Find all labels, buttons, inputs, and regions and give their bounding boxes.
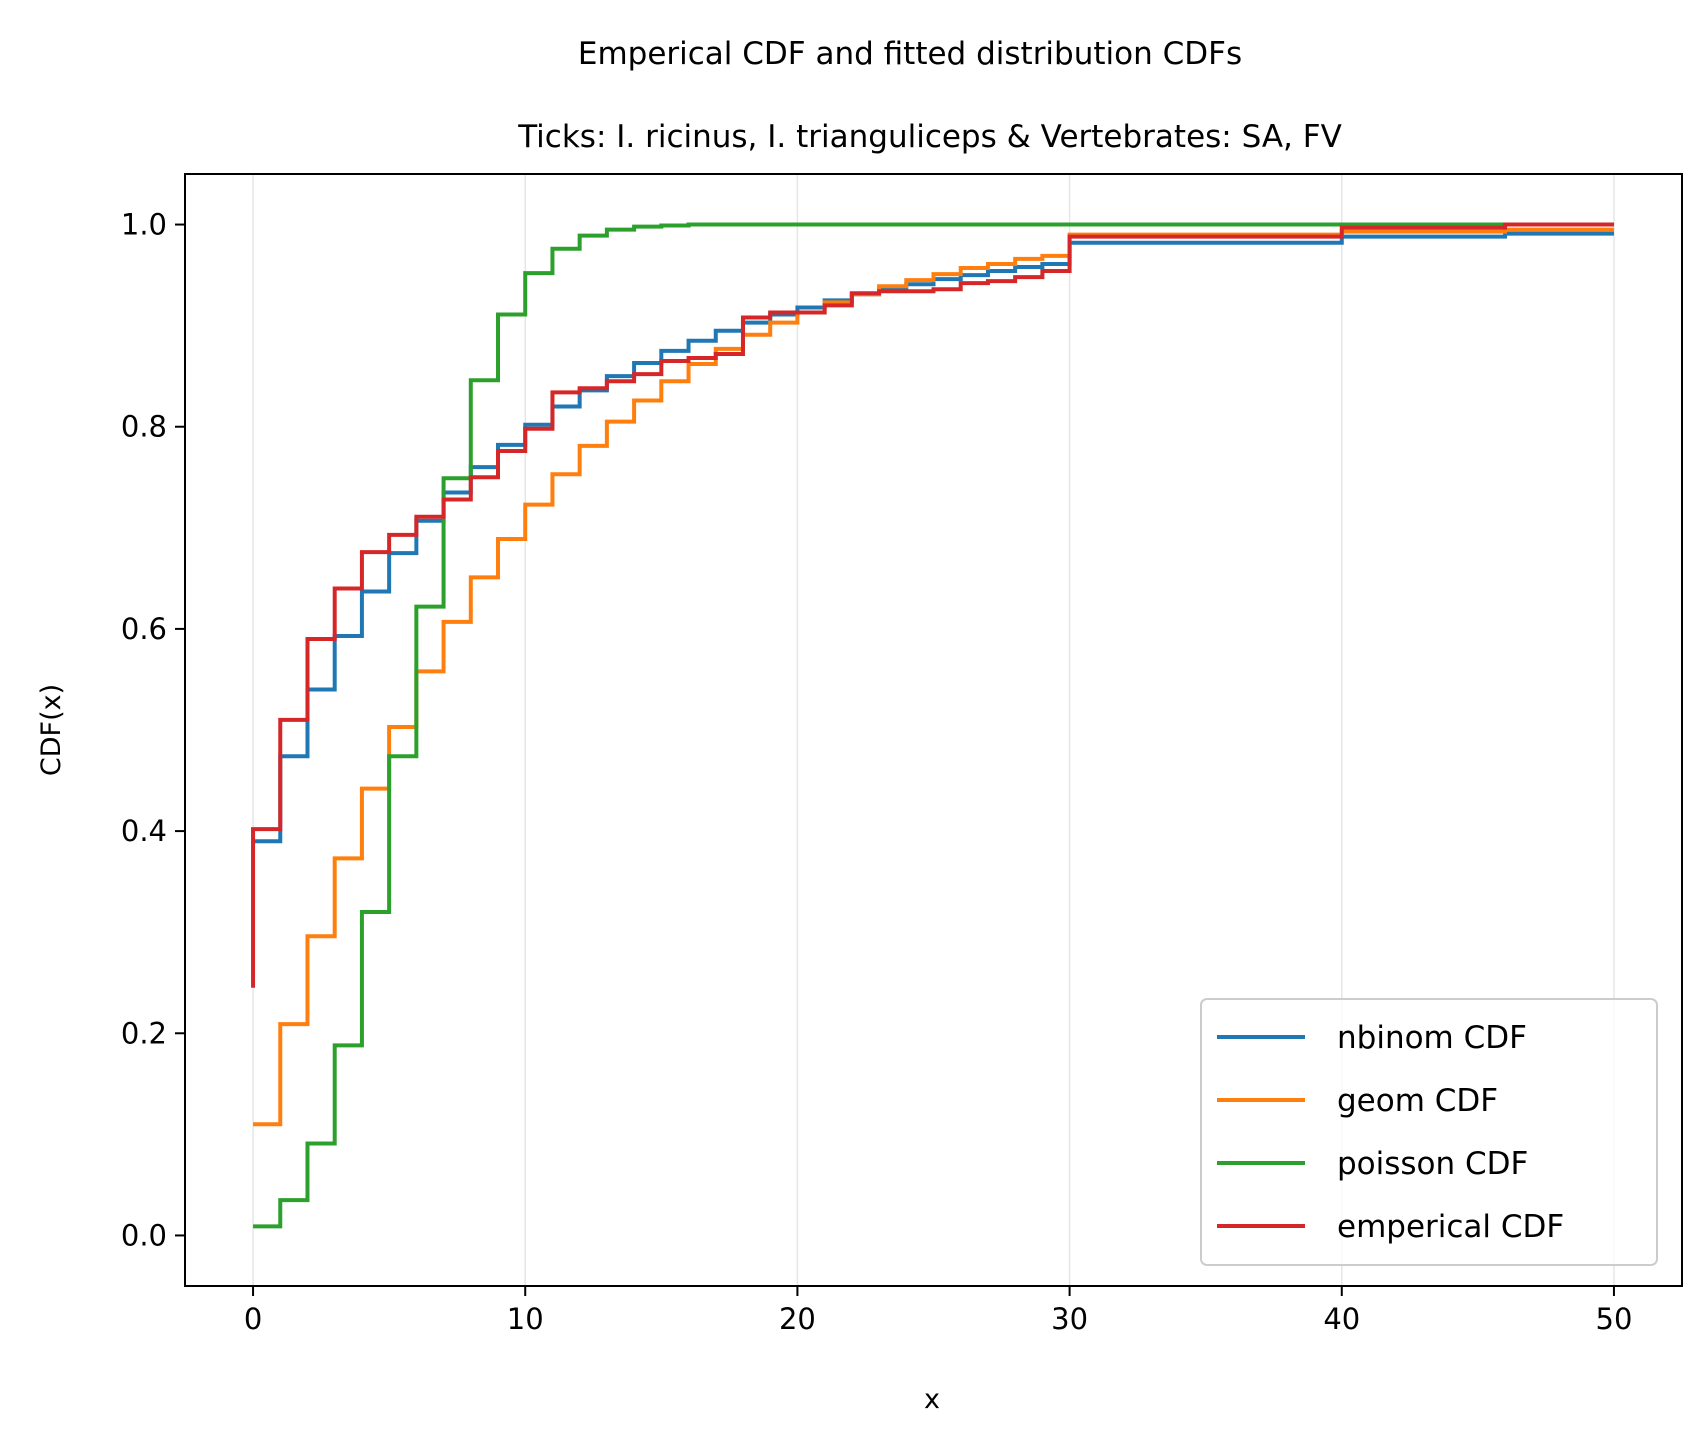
y-tick-label: 0.4 — [121, 814, 167, 848]
x-tick-label: 0 — [244, 1302, 262, 1336]
legend: nbinom CDF geom CDF poisson CDF emperica… — [1200, 998, 1658, 1266]
series-layer — [251, 222, 1614, 1229]
x-axis-label: x — [924, 1384, 940, 1415]
x-tick-label: 30 — [1051, 1302, 1088, 1336]
x-tick-label: 20 — [779, 1302, 816, 1336]
x-axis: 0 10 20 30 40 50 — [244, 1286, 1633, 1336]
y-tick-label: 0.0 — [121, 1218, 167, 1252]
x-tick-label: 40 — [1323, 1302, 1360, 1336]
chart-suptitle: Emperical CDF and fitted distribution CD… — [578, 36, 1242, 72]
y-tick-label: 0.2 — [121, 1016, 167, 1050]
legend-label-emperical: emperical CDF — [1337, 1209, 1564, 1245]
y-axis: 0.0 0.2 0.4 0.6 0.8 1.0 — [121, 208, 185, 1252]
chart-title: Ticks: I. ricinus, I. trianguliceps & Ve… — [517, 119, 1342, 155]
y-axis-label: CDF(x) — [36, 684, 67, 776]
legend-label-geom: geom CDF — [1337, 1083, 1498, 1119]
series-line-geom — [253, 227, 1614, 1127]
y-tick-label: 0.8 — [121, 410, 167, 444]
series-line-nbinom — [253, 231, 1614, 844]
series-line-poisson — [253, 222, 1614, 1229]
x-tick-label: 10 — [507, 1302, 544, 1336]
y-tick-label: 0.6 — [121, 612, 167, 646]
series-line-emperical — [251, 222, 1614, 988]
y-tick-label: 1.0 — [121, 208, 167, 242]
x-tick-label: 50 — [1596, 1302, 1633, 1336]
legend-box — [1200, 998, 1658, 1266]
legend-label-nbinom: nbinom CDF — [1337, 1020, 1527, 1056]
legend-label-poisson: poisson CDF — [1337, 1146, 1528, 1182]
plot-area-frame — [184, 173, 1683, 1287]
